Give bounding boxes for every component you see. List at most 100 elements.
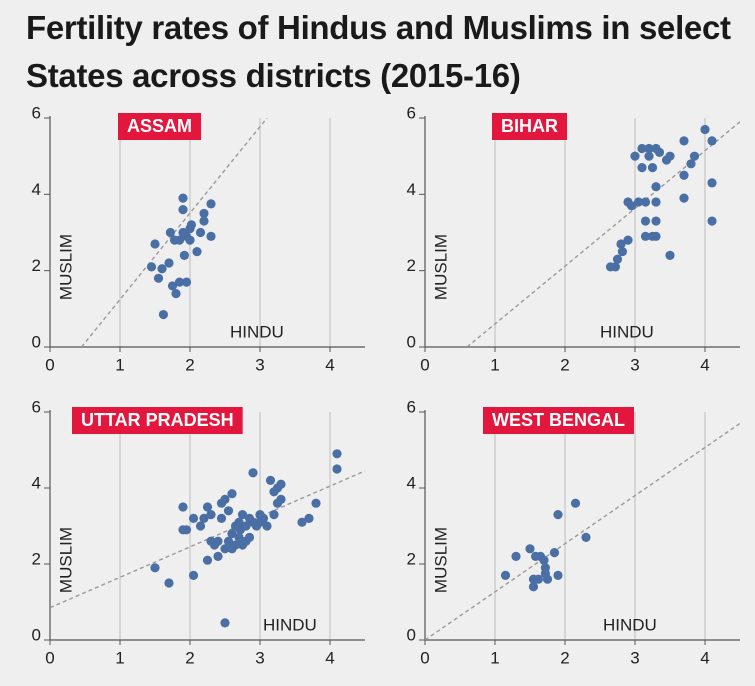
data-point xyxy=(553,509,563,520)
data-point xyxy=(542,574,553,584)
data-point xyxy=(213,536,223,546)
data-point xyxy=(181,277,192,287)
data-point xyxy=(174,277,185,287)
data-point xyxy=(707,216,717,226)
y-tick-label: 4 xyxy=(407,473,416,492)
x-tick-label: 2 xyxy=(560,355,569,374)
data-point xyxy=(164,578,174,588)
data-point xyxy=(640,197,651,207)
x-tick-label: 3 xyxy=(255,648,264,667)
data-point xyxy=(533,574,544,584)
data-point xyxy=(665,151,675,161)
y-tick-label: 2 xyxy=(32,549,41,568)
data-point xyxy=(610,262,621,272)
data-point xyxy=(178,205,188,215)
data-point xyxy=(700,124,710,135)
x-tick-label: 0 xyxy=(45,355,54,374)
data-point xyxy=(220,494,230,504)
data-point xyxy=(297,517,307,527)
data-point xyxy=(179,250,189,260)
data-point xyxy=(188,513,199,524)
data-point xyxy=(640,216,651,226)
data-point xyxy=(206,231,216,241)
panel-tag xyxy=(72,407,243,434)
x-tick-label: 3 xyxy=(630,355,639,374)
data-point xyxy=(165,227,175,238)
data-point xyxy=(248,468,258,478)
y-tick-label: 2 xyxy=(407,256,416,275)
x-tick-label: 4 xyxy=(325,355,334,374)
trend-line xyxy=(425,422,740,640)
data-point xyxy=(647,163,658,173)
data-point xyxy=(220,618,230,628)
data-point xyxy=(195,521,206,531)
x-tick-label: 3 xyxy=(255,355,264,374)
data-point xyxy=(644,151,654,161)
x-tick-label: 3 xyxy=(630,648,639,667)
x-tick-label: 2 xyxy=(185,648,194,667)
data-point xyxy=(276,479,286,489)
data-point xyxy=(223,506,234,516)
y-tick-label: 0 xyxy=(407,332,416,351)
data-point xyxy=(500,570,511,581)
data-point xyxy=(199,208,209,219)
y-tick-label: 6 xyxy=(407,103,416,122)
data-point xyxy=(651,197,661,207)
panel-tag xyxy=(118,113,202,140)
data-point xyxy=(164,258,174,268)
data-point xyxy=(332,449,342,459)
data-point xyxy=(644,143,654,154)
data-point xyxy=(185,235,195,245)
data-point xyxy=(150,563,160,573)
x-tick-label: 0 xyxy=(45,648,54,667)
data-point xyxy=(150,239,160,249)
data-point xyxy=(158,309,168,320)
data-point xyxy=(153,273,164,283)
data-point xyxy=(230,540,241,550)
data-point xyxy=(630,151,640,161)
data-point xyxy=(654,147,665,157)
page-title: Fertility rates of Hindus and Muslims in… xyxy=(26,9,731,94)
data-point xyxy=(216,513,227,524)
data-point xyxy=(213,551,223,562)
data-point xyxy=(220,544,230,554)
y-tick-label: 4 xyxy=(407,180,416,199)
data-point xyxy=(265,475,276,485)
data-point xyxy=(223,536,234,546)
data-point xyxy=(311,498,321,508)
data-point xyxy=(199,513,209,524)
y-tick-label: 4 xyxy=(32,473,41,492)
x-tick-label: 2 xyxy=(185,355,194,374)
data-point xyxy=(206,199,216,209)
y-axis-label: MUSLIM xyxy=(431,234,450,300)
data-point xyxy=(188,570,199,581)
x-axis-label: HINDU xyxy=(230,322,284,341)
x-tick-label: 1 xyxy=(490,648,499,667)
y-tick-label: 4 xyxy=(32,180,41,199)
data-point xyxy=(539,555,549,565)
data-point xyxy=(241,521,251,531)
data-point xyxy=(276,494,286,504)
data-point xyxy=(234,532,244,543)
data-point xyxy=(171,288,181,299)
data-point xyxy=(269,509,279,520)
data-point xyxy=(617,246,628,257)
x-tick-label: 1 xyxy=(115,648,124,667)
data-point xyxy=(637,143,647,154)
data-point xyxy=(202,502,213,512)
data-point xyxy=(511,551,521,562)
data-point xyxy=(707,136,717,146)
data-point xyxy=(202,555,213,565)
data-point xyxy=(157,264,167,274)
data-point xyxy=(181,525,192,535)
data-point xyxy=(651,231,661,241)
data-point xyxy=(178,502,188,512)
data-point xyxy=(651,216,661,226)
data-point xyxy=(174,235,185,245)
data-point xyxy=(227,489,237,499)
y-axis-label: MUSLIM xyxy=(56,234,75,300)
data-point xyxy=(525,544,535,554)
data-point xyxy=(626,201,637,211)
y-tick-label: 2 xyxy=(407,549,416,568)
